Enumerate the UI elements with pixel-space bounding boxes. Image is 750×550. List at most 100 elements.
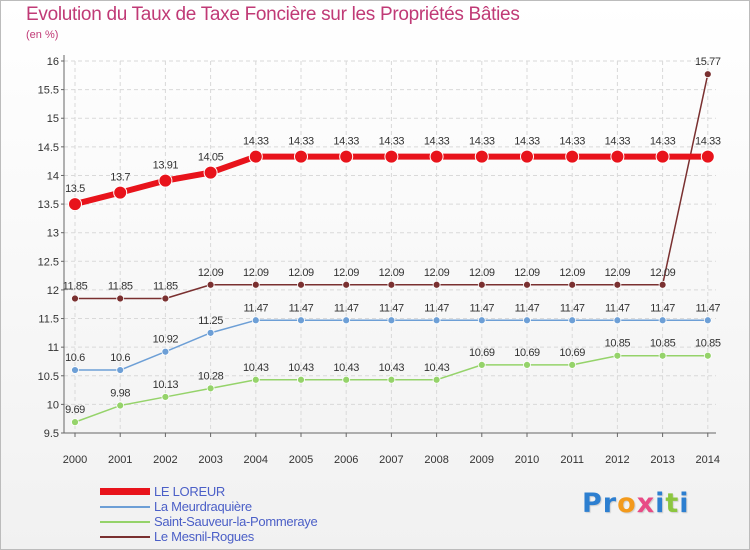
x-tick-label: 2004 xyxy=(244,454,268,466)
legend-swatch xyxy=(100,535,150,538)
logo-letter: i xyxy=(679,488,690,519)
data-label: 12.09 xyxy=(333,267,359,279)
data-point xyxy=(568,280,577,289)
data-label: 10.85 xyxy=(605,338,631,350)
data-point xyxy=(161,393,170,401)
data-label: 10.69 xyxy=(559,347,585,359)
data-point xyxy=(71,294,79,303)
data-label: 14.33 xyxy=(559,136,585,148)
x-tick-label: 2009 xyxy=(470,454,494,466)
data-point xyxy=(206,280,215,289)
y-tick-label: 13.5 xyxy=(38,199,59,211)
data-label: 12.09 xyxy=(243,267,269,279)
data-label: 12.09 xyxy=(559,267,585,279)
data-point xyxy=(251,375,260,384)
data-point xyxy=(429,149,444,164)
data-point xyxy=(384,149,399,164)
data-point xyxy=(477,280,486,289)
x-tick-label: 2002 xyxy=(153,454,177,466)
data-label: 10.69 xyxy=(469,347,495,359)
data-label: 9.98 xyxy=(110,388,130,400)
data-label: 10.43 xyxy=(333,362,359,374)
data-label: 12.09 xyxy=(650,267,676,279)
data-point xyxy=(565,149,580,164)
data-label: 11.85 xyxy=(63,281,88,293)
data-label: 11.47 xyxy=(515,302,540,314)
data-label: 11.47 xyxy=(379,302,404,314)
x-tick-label: 2011 xyxy=(560,454,584,466)
data-label: 14.05 xyxy=(198,152,224,164)
data-label: 11.47 xyxy=(289,302,314,314)
y-tick-label: 14.5 xyxy=(38,142,59,154)
x-tick-label: 2000 xyxy=(63,454,87,466)
data-label: 14.33 xyxy=(288,136,314,148)
data-label: 10.92 xyxy=(153,334,179,346)
logo-letter: x xyxy=(636,488,656,519)
data-label: 13.5 xyxy=(65,183,85,195)
data-label: 14.33 xyxy=(333,136,359,148)
data-label: 12.09 xyxy=(605,267,631,279)
data-label: 11.85 xyxy=(153,281,178,293)
x-tick-label: 2008 xyxy=(424,454,448,466)
data-point xyxy=(297,375,305,384)
data-point xyxy=(523,316,531,325)
y-tick-label: 12 xyxy=(47,285,59,297)
y-tick-label: 13 xyxy=(47,228,59,240)
data-point xyxy=(339,149,354,164)
y-tick-label: 9.5 xyxy=(44,428,59,440)
data-point xyxy=(251,316,260,325)
data-point xyxy=(203,165,218,180)
data-label: 14.33 xyxy=(695,136,721,148)
legend-label: Le Mesnil-Rogues xyxy=(154,529,254,544)
y-tick-label: 11 xyxy=(48,342,59,354)
data-point xyxy=(703,351,712,360)
axes: 9.5 10 10.5 11 11.5 12 12.5 13 13.5 14 14.5 15 15.5 1… xyxy=(38,55,720,466)
y-tick-label: 10 xyxy=(47,399,59,411)
legend-item: Saint-Sauveur-la-Pommeraye xyxy=(100,514,318,529)
y-tick-label: 15 xyxy=(47,113,59,125)
data-label: 10.28 xyxy=(198,370,224,382)
data-point xyxy=(297,316,305,325)
data-point xyxy=(432,316,441,325)
data-label: 11.47 xyxy=(469,302,494,314)
data-label: 9.69 xyxy=(65,404,85,416)
data-label: 15.77 xyxy=(695,56,721,68)
chart-title: Evolution du Taux de Taxe Foncière sur l… xyxy=(26,4,520,25)
data-point xyxy=(520,149,534,164)
data-point xyxy=(161,347,170,356)
data-point xyxy=(658,316,667,325)
y-tick-label: 15.5 xyxy=(38,85,59,97)
data-label: 10.43 xyxy=(288,362,314,374)
data-point xyxy=(610,149,625,164)
data-point xyxy=(387,316,396,325)
data-point xyxy=(613,280,622,289)
data-point xyxy=(613,316,622,325)
data-point xyxy=(297,280,305,289)
y-tick-label: 11.5 xyxy=(38,314,59,326)
data-label: 12.09 xyxy=(379,267,405,279)
data-point xyxy=(116,366,125,374)
data-point xyxy=(613,351,622,360)
x-tick-label: 2012 xyxy=(605,454,629,466)
y-tick-label: 10.5 xyxy=(38,371,59,383)
data-label: 14.33 xyxy=(514,136,540,148)
proxiti-logo: Proxiti xyxy=(582,488,690,519)
chart-unit-label: (en %) xyxy=(26,29,59,41)
data-label: 13.91 xyxy=(153,160,179,172)
data-label: 11.47 xyxy=(650,302,675,314)
data-label: 10.6 xyxy=(110,352,130,364)
data-point xyxy=(294,149,308,164)
data-label: 10.13 xyxy=(153,379,179,391)
data-point xyxy=(477,316,486,325)
data-label: 13.7 xyxy=(110,172,130,184)
data-point xyxy=(248,149,263,164)
data-point xyxy=(116,401,125,410)
data-label: 10.6 xyxy=(65,352,85,364)
logo-letter: P xyxy=(582,488,603,519)
data-point xyxy=(432,280,441,289)
data-point xyxy=(161,294,170,303)
data-label: 10.43 xyxy=(424,362,450,374)
data-point xyxy=(71,418,79,427)
